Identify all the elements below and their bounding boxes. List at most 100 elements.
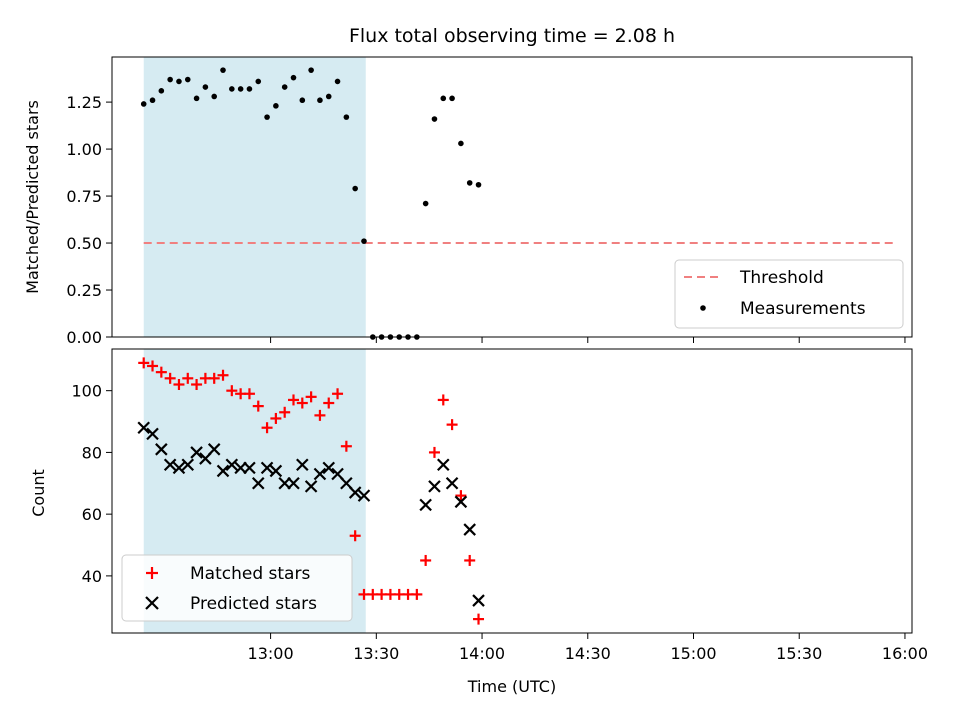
predicted-star-point [313,467,327,481]
predicted-star-point [216,464,230,478]
y-tick-label: 1.25 [66,93,102,112]
matched-star-point [296,397,308,409]
measurement-point [431,116,438,122]
predicted-star-point [269,464,283,478]
matched-star-point [182,372,194,384]
measurement-point [176,78,182,85]
predicted-star-point [357,489,371,502]
count-panel: 40 60 80 100 13:00 13:30 14:00 14:30 15:00 15:30… [29,348,928,696]
legend-measurements-swatch [700,305,706,311]
measurement-point [229,86,235,92]
y-tick-label: 0.75 [66,187,102,206]
predicted-star-point [463,523,476,536]
measurement-point [193,95,200,102]
measurement-point [273,103,279,109]
legend-threshold-label: Threshold [739,268,824,288]
count-y-ticks: 40 60 80 100 [71,382,112,586]
predicted-star-point [287,477,300,490]
matched-star-point [164,372,176,384]
matched-star-point [243,388,255,400]
ratio-x-ticks [270,337,906,343]
matched-star-point [305,391,317,403]
matched-star-point [428,446,440,458]
y-tick-label: 100 [71,382,102,401]
count-x-ticks: 13:00 13:30 14:00 14:30 15:00 15:30 16:00 [248,633,928,663]
ratio-y-axis-label: Matched/Predicted stars [23,100,42,294]
matched-star-point [314,409,326,421]
x-tick-label: 15:30 [776,644,822,663]
predicted-star-point [251,477,265,490]
predicted-star-point [146,427,159,441]
predicted-star-point [454,495,468,509]
predicted-star-point [419,498,432,512]
chart-title: Flux total observing time = 2.08 h [349,25,675,47]
measurement-point [458,140,464,147]
matched-star-point [217,369,229,381]
measurement-point [264,114,270,120]
measurement-point [158,88,165,94]
measurement-point [317,97,323,104]
matched-star-point [173,379,185,390]
y-tick-label: 40 [82,567,102,586]
measurement-point [290,74,297,81]
measurement-point [167,76,173,83]
ratio-legend: Threshold Measurements [674,259,904,329]
matched-star-point [226,385,238,397]
predicted-star-point [155,443,168,456]
measurement-point [475,181,482,188]
matched-star-point [323,397,335,409]
count-points [137,357,485,625]
x-tick-label: 13:30 [353,644,399,663]
measurement-point [237,86,244,92]
predicted-star-point [445,477,459,490]
measurement-point [422,200,429,207]
y-tick-label: 0.25 [66,281,102,300]
matched-star-point [138,357,150,369]
predicted-star-point [304,480,318,493]
measurement-point [140,101,147,107]
matched-star-point [332,388,344,400]
ratio-y-ticks: 0.00 0.25 0.50 0.75 1.00 1.25 [66,93,112,347]
measurement-point [325,93,332,100]
predicted-star-point [137,421,150,434]
matched-star-point [191,379,203,390]
matched-star-point [437,394,449,406]
y-tick-label: 60 [82,505,102,524]
x-tick-label: 15:00 [670,644,716,663]
predicted-star-point [428,480,441,493]
ratio-plot-frame [111,56,913,338]
predicted-star-point [472,594,485,607]
matched-star-point [261,422,273,434]
matched-star-point [252,400,264,412]
measurement-point [343,114,350,120]
measurement-point [149,97,156,104]
matched-star-point [446,419,458,431]
y-tick-label: 0.50 [66,234,102,253]
matched-star-point [473,613,485,625]
predicted-star-point [163,458,177,472]
matched-star-point [155,366,167,378]
observing-window-highlight [143,57,366,337]
measurement-point [466,180,473,186]
count-y-axis-label: Count [29,469,48,517]
predicted-star-point [207,443,221,456]
x-tick-label: 16:00 [882,644,928,663]
measurement-point [184,76,191,83]
matched-star-point [287,394,299,406]
predicted-star-point [190,446,203,459]
matched-star-point [208,372,220,384]
predicted-star-point [322,461,336,475]
predicted-star-point [181,458,195,472]
measurement-point [211,93,218,100]
ratio-panel: 0.00 0.25 0.50 0.75 1.00 1.25 Flux total obse… [23,25,913,347]
measurement-point [299,97,306,104]
predicted-star-point [348,486,362,499]
measurement-point [220,67,226,73]
measurement-point [202,84,209,90]
legend-predicted-swatch [145,596,159,610]
measurement-point [440,95,447,102]
matched-star-point [340,440,352,452]
measurement-point [281,84,288,90]
predicted-star-point [296,458,309,472]
y-tick-label: 80 [82,443,102,462]
